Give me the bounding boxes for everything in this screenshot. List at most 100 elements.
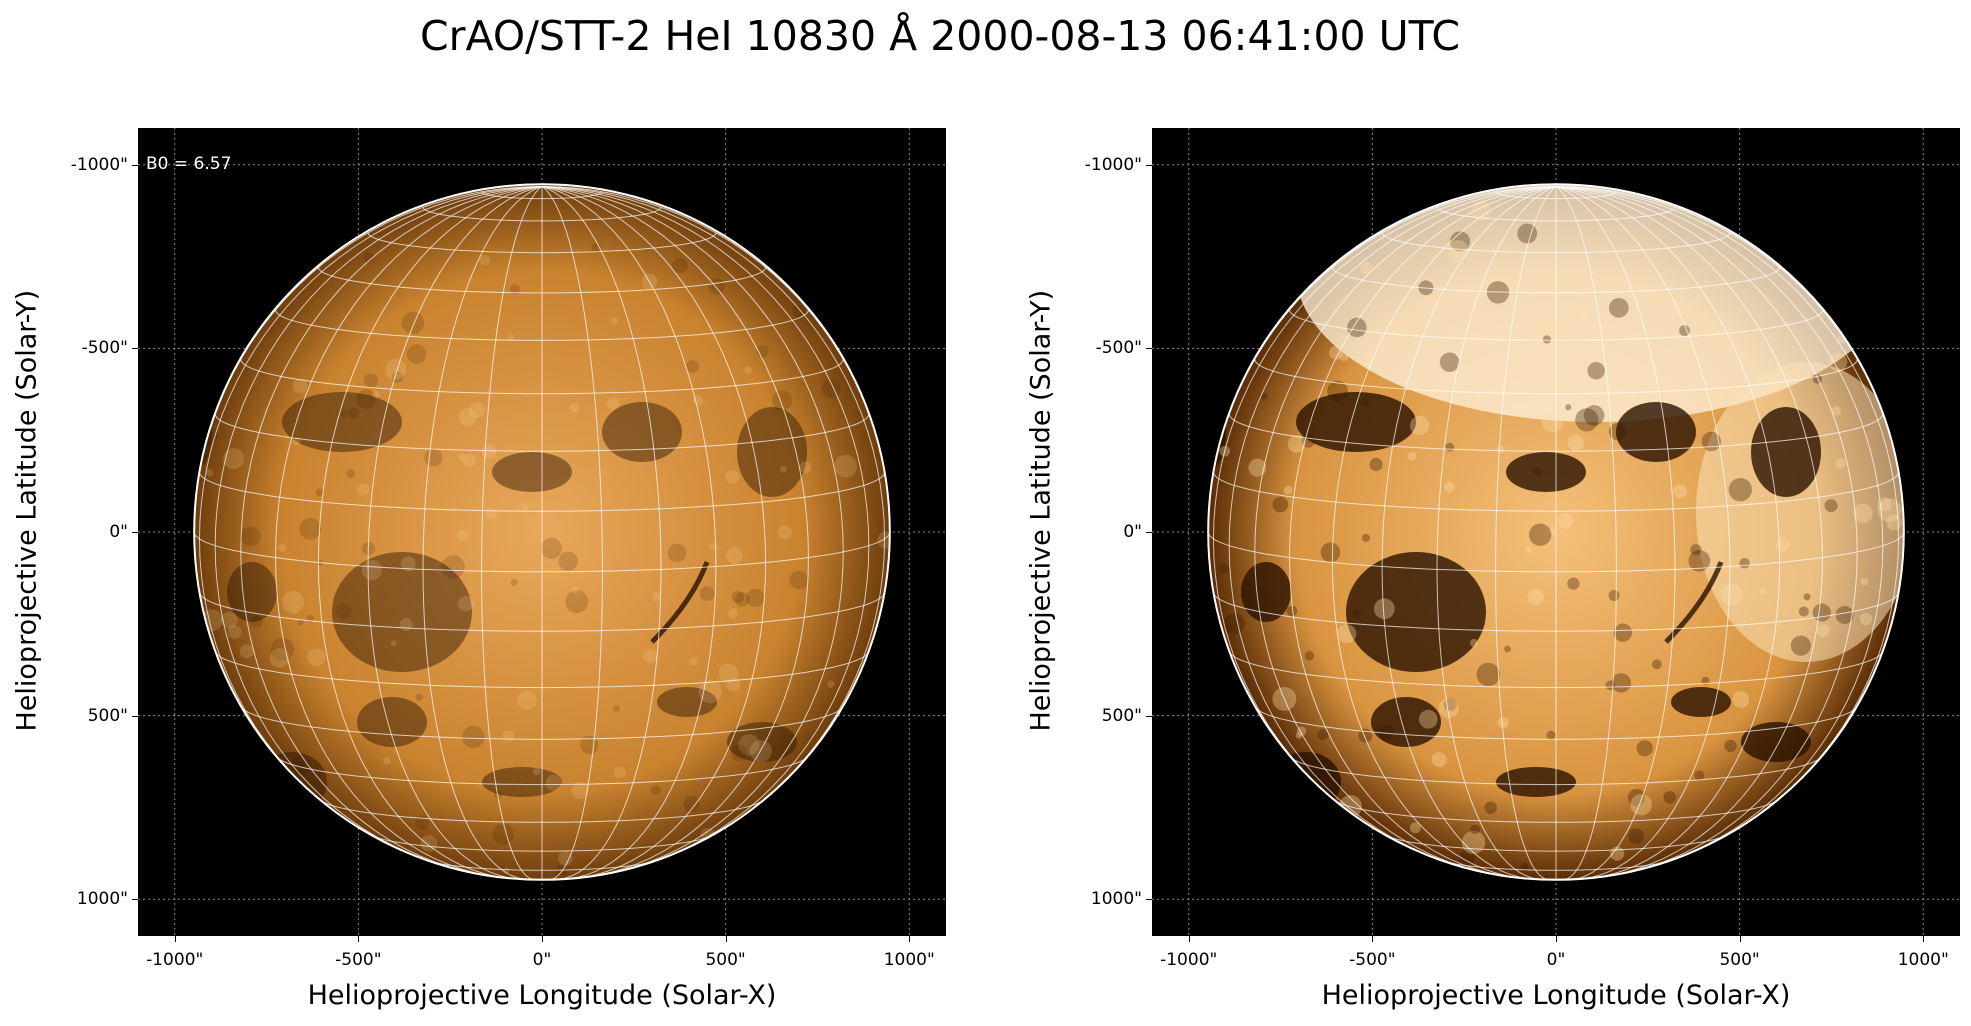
parallel-line: [481, 191, 603, 200]
parallel-line: [1228, 413, 1884, 452]
texture-spot: [363, 252, 374, 263]
texture-spot: [1701, 676, 1710, 685]
texture-spot: [610, 317, 619, 325]
texture-spot: [667, 543, 687, 563]
texture-spot: [481, 444, 497, 460]
y-tick-label: 0": [109, 522, 128, 542]
texture-spot: [571, 782, 589, 800]
dark-filament: [1241, 562, 1291, 622]
x-tick-label: 500": [1719, 950, 1760, 970]
y-tick-mark: [1146, 899, 1152, 901]
y-tick-label: -500": [1095, 338, 1142, 359]
texture-spot: [1470, 824, 1480, 835]
texture-spot: [510, 284, 521, 295]
dark-filament: [1371, 697, 1441, 747]
y-tick-label: 0": [1123, 522, 1142, 542]
dark-filament: [1346, 552, 1486, 672]
texture-spot: [642, 649, 658, 664]
texture-spot: [458, 453, 466, 461]
texture-spot: [1418, 709, 1438, 729]
texture-spot: [1583, 405, 1605, 426]
dark-filament: [1616, 402, 1696, 462]
texture-spot: [652, 592, 662, 602]
dark-filament: [602, 402, 682, 462]
x-tick-label: 0": [532, 950, 552, 970]
meridian-line: [1555, 186, 1731, 880]
y-tick-mark: [132, 348, 138, 350]
texture-spot: [1431, 752, 1447, 768]
texture-spot: [385, 358, 407, 380]
texture-spot: [1724, 739, 1737, 753]
texture-spot: [1339, 351, 1349, 362]
texture-spot: [756, 345, 769, 358]
x-tick-label: 500": [705, 950, 746, 970]
texture-spot: [1286, 605, 1298, 617]
x-tick-mark: [909, 936, 911, 942]
left-b0-annotation: B0 = 6.57: [146, 154, 232, 174]
meridian-line: [1228, 186, 1557, 860]
x-tick-label: 1000": [883, 950, 935, 970]
texture-spot: [1565, 404, 1572, 411]
texture-spot: [521, 503, 528, 510]
texture-spot: [1608, 422, 1627, 441]
texture-spot: [650, 784, 661, 796]
texture-spot: [485, 507, 498, 520]
texture-spot: [709, 542, 718, 551]
texture-spot: [335, 603, 352, 620]
texture-spot: [726, 677, 741, 692]
texture-spot: [1439, 352, 1460, 372]
texture-spot: [1663, 790, 1677, 804]
texture-spot: [1287, 435, 1306, 453]
y-tick-mark: [1146, 348, 1152, 350]
texture-spot: [1469, 638, 1478, 647]
texture-spot: [1320, 542, 1341, 563]
texture-spot: [1409, 822, 1421, 834]
texture-spot: [1317, 729, 1329, 741]
texture-spot: [510, 578, 518, 586]
bright-region: [1696, 362, 1904, 662]
texture-spot: [399, 617, 413, 631]
y-tick-mark: [132, 899, 138, 901]
texture-spot: [1853, 503, 1873, 524]
texture-spot: [1347, 317, 1367, 338]
parallel-line: [1290, 756, 1822, 786]
texture-spot: [699, 586, 715, 602]
texture-spot: [1759, 588, 1767, 595]
texture-spot: [307, 648, 326, 667]
dark-filament: [1751, 407, 1821, 497]
dark-filament: [1208, 392, 1226, 472]
texture-spot: [457, 595, 474, 612]
meridian-line: [1436, 186, 1557, 880]
meridian-line: [541, 186, 717, 880]
texture-spot: [1775, 537, 1791, 552]
texture-spot: [1694, 770, 1705, 781]
meridian-line: [1331, 186, 1557, 879]
texture-spot: [558, 551, 578, 571]
texture-spot: [227, 625, 242, 640]
parallel-line: [199, 471, 885, 512]
texture-spot: [744, 366, 753, 374]
texture-spot: [420, 835, 438, 852]
y-tick-label: -1000": [1084, 154, 1142, 175]
texture-spot: [205, 468, 214, 477]
texture-spot: [1527, 588, 1544, 606]
meridian-line: [1555, 186, 1617, 880]
texture-spot: [569, 403, 579, 413]
texture-spot: [415, 693, 423, 701]
texture-spot: [299, 517, 322, 540]
x-tick-mark: [1739, 936, 1741, 942]
x-tick-label: -1000": [146, 950, 204, 970]
texture-spot: [877, 531, 890, 549]
texture-spot: [1443, 481, 1455, 493]
y-tick-label: 1000": [1090, 889, 1142, 910]
texture-spot: [239, 644, 254, 659]
texture-spot: [406, 344, 427, 364]
meridian-line: [367, 186, 543, 880]
parallel-line: [1254, 359, 1858, 395]
texture-spot: [1352, 609, 1362, 618]
texture-spot: [1304, 651, 1315, 661]
texture-spot: [1587, 362, 1605, 380]
dark-filament-arc: [650, 561, 710, 644]
meridian-line: [214, 186, 543, 860]
meridian-line: [317, 186, 543, 879]
